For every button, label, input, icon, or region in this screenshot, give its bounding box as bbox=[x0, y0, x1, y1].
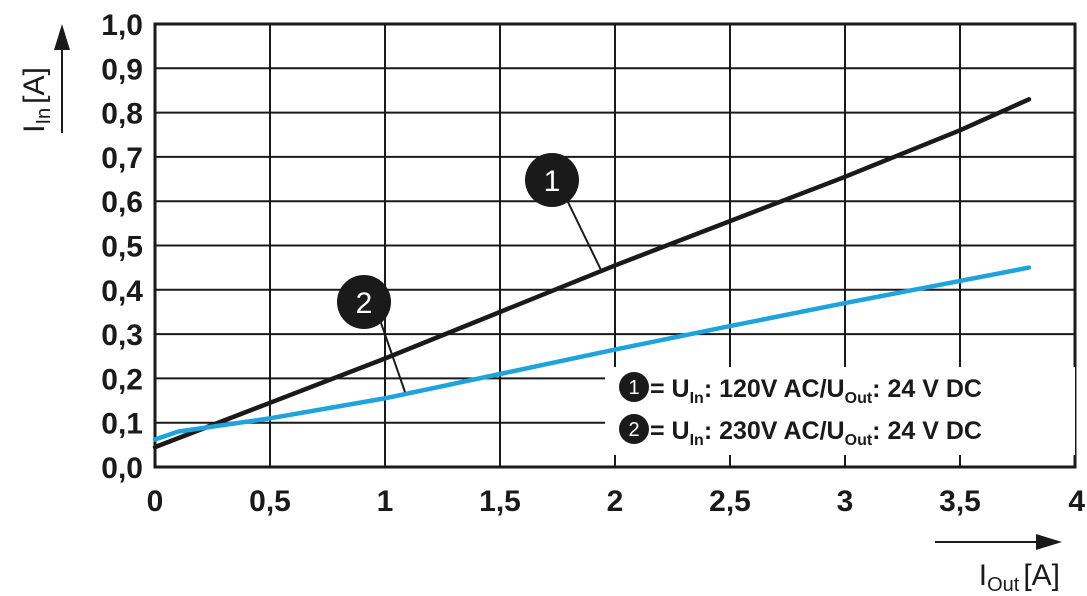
svg-text:= UIn: 230V AC/UOut: 24 V DC: = UIn: 230V AC/UOut: 24 V DC bbox=[650, 417, 982, 449]
legend-entry-2-suffix: : 24 V DC bbox=[872, 417, 982, 445]
y-axis-symbol: I bbox=[18, 125, 51, 133]
x-tick-label: 3,5 bbox=[939, 485, 981, 518]
plot-frame bbox=[153, 22, 1077, 469]
legend-entry-1-sub1: In bbox=[690, 390, 704, 407]
y-tick-label: 0,4 bbox=[101, 275, 143, 308]
x-axis-subscript: Out bbox=[987, 574, 1020, 596]
svg-text:= UIn: 120V AC/UOut: 24 V DC: = UIn: 120V AC/UOut: 24 V DC bbox=[650, 375, 982, 407]
y-axis-unit: [A] bbox=[18, 67, 51, 104]
series-lines bbox=[152, 97, 1032, 450]
legend-entry-2-marker: 2 bbox=[628, 419, 639, 441]
legend-entry-1-middle: : 120V AC/U bbox=[704, 375, 845, 403]
y-tick-label: 0,2 bbox=[101, 363, 143, 396]
y-axis-subscript: In bbox=[33, 108, 55, 125]
series-2-marker: 2 bbox=[337, 275, 406, 393]
series-1-marker-label: 1 bbox=[544, 165, 561, 198]
x-tick-label: 1 bbox=[377, 485, 394, 518]
y-axis-arrow bbox=[54, 24, 70, 133]
x-tick-label: 1,5 bbox=[479, 485, 521, 518]
series-2-marker-label: 2 bbox=[356, 287, 373, 320]
y-tick-label: 0,8 bbox=[101, 98, 143, 131]
x-axis-arrow bbox=[935, 534, 1062, 550]
grid bbox=[155, 24, 1075, 467]
legend-entry-1-sub2: Out bbox=[845, 390, 873, 407]
y-tick-label: 0,3 bbox=[101, 319, 143, 352]
plot-border bbox=[153, 22, 1077, 469]
legend-entry-2-middle: : 230V AC/U bbox=[704, 417, 845, 445]
x-axis-label: IOut [A] bbox=[979, 559, 1060, 596]
x-tick-label: 0,5 bbox=[249, 485, 291, 518]
x-tick-label: 2,5 bbox=[709, 485, 751, 518]
x-axis-unit: [A] bbox=[1023, 559, 1060, 592]
y-tick-labels: 0,0 0,1 0,2 0,3 0,4 0,5 0,6 0,7 0,8 0,9 1,0 bbox=[101, 9, 143, 485]
legend-entry-1-suffix: : 24 V DC bbox=[872, 375, 982, 403]
x-tick-label: 2 bbox=[607, 485, 624, 518]
legend: 1 = UIn: 120V AC/UOut: 24 V DC 2 = UIn: … bbox=[605, 367, 1075, 455]
legend-entry-1-prefix: = U bbox=[650, 375, 690, 403]
x-tick-label: 4 bbox=[1068, 485, 1085, 518]
x-tick-labels: 0 0,5 1 1,5 2 2,5 3 3,5 4 bbox=[147, 485, 1086, 518]
y-tick-label: 1,0 bbox=[101, 9, 143, 42]
legend-entry-2-sub1: In bbox=[690, 432, 704, 449]
legend-entry-1-marker: 1 bbox=[628, 377, 639, 399]
x-tick-label: 3 bbox=[837, 485, 854, 518]
y-axis-label: IIn [A] bbox=[18, 67, 55, 133]
series-1-line bbox=[152, 97, 1032, 450]
legend-entry-2: 2 = UIn: 230V AC/UOut: 24 V DC bbox=[619, 414, 982, 449]
x-tick-label: 0 bbox=[147, 485, 164, 518]
y-tick-label: 0,7 bbox=[101, 142, 143, 175]
y-tick-label: 0,0 bbox=[101, 452, 143, 485]
y-tick-label: 0,1 bbox=[101, 408, 143, 441]
x-axis-symbol: I bbox=[979, 559, 987, 592]
legend-entry-2-prefix: = U bbox=[650, 417, 690, 445]
y-tick-label: 0,9 bbox=[101, 53, 143, 86]
y-tick-label: 0,5 bbox=[101, 231, 143, 264]
y-tick-label: 0,6 bbox=[101, 186, 143, 219]
series-2-line bbox=[152, 265, 1032, 442]
legend-entry-2-sub2: Out bbox=[845, 432, 873, 449]
series-1-marker: 1 bbox=[525, 153, 602, 271]
svg-text:IIn[A]: IIn [A] bbox=[18, 67, 55, 133]
legend-entry-1: 1 = UIn: 120V AC/UOut: 24 V DC bbox=[619, 372, 982, 407]
